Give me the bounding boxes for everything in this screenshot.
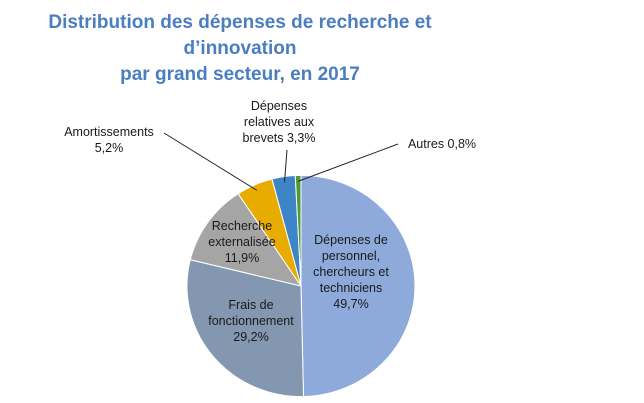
label-amortissements-line-2: 5,2%	[94, 141, 124, 155]
label-recherche-line-1: Recherche	[211, 219, 273, 233]
label-autres: Autres 0,8%	[392, 136, 492, 152]
label-amortissements: Amortissements 5,2%	[44, 124, 174, 156]
leader-line-amortissements	[163, 132, 258, 191]
chart-title-line-3: par grand secteur, en 2017	[120, 64, 360, 85]
pie-slice-personnel	[300, 174, 416, 398]
label-personnel-line-3: chercheurs et	[313, 265, 389, 279]
label-recherche-line-3: 11,9%	[224, 251, 260, 265]
label-recherche-line-2: externalisée	[208, 235, 276, 249]
leader-line-brevets	[283, 149, 288, 183]
leader-line-autres	[298, 143, 399, 182]
pie-slice-recherche-externalisee	[189, 193, 303, 287]
label-amortissements-line-1: Amortissements	[64, 125, 154, 139]
label-brevets: Dépenses relatives aux brevets 3,3%	[224, 98, 334, 146]
label-personnel-line-1: Dépenses de	[314, 233, 388, 247]
label-brevets-line-2: relatives aux	[243, 115, 315, 129]
label-brevets-line-1: Dépenses	[250, 99, 308, 113]
label-fonctionnement-line-3: 29,2%	[233, 330, 269, 344]
chart-title-line-1: Distribution des dépenses de recherche e…	[48, 12, 432, 33]
label-personnel-line-4: techniciens	[319, 281, 383, 295]
label-autres-line-1: Autres 0,8%	[407, 137, 477, 151]
label-recherche-externalisee: Recherche externalisée 11,9%	[190, 218, 294, 266]
label-fonctionnement-line-2: fonctionnement	[208, 314, 294, 328]
chart-title: Distribution des dépenses de recherche e…	[20, 10, 460, 88]
pie-slice-fonctionnement	[186, 259, 305, 398]
chart-title-line-2: d’innovation	[183, 38, 297, 59]
label-fonctionnement: Frais de fonctionnement 29,2%	[188, 297, 314, 345]
pie-slice-autres	[294, 174, 302, 287]
label-personnel-line-5: 49,7%	[333, 297, 369, 311]
label-fonctionnement-line-1: Frais de	[228, 298, 274, 312]
label-brevets-line-3: brevets 3,3%	[242, 131, 316, 145]
label-personnel-line-2: personnel,	[321, 249, 381, 263]
label-personnel: Dépenses de personnel, chercheurs et tec…	[296, 232, 406, 312]
